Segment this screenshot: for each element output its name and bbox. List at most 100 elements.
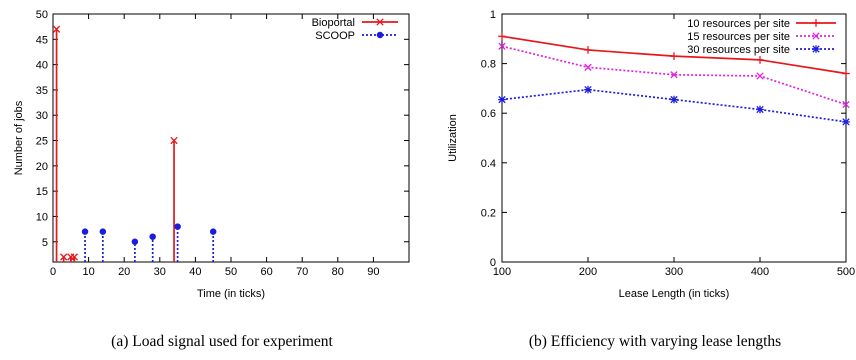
legend-label: 15 resources per site bbox=[687, 31, 790, 43]
marker-stroke bbox=[170, 136, 178, 145]
marker-stroke bbox=[670, 71, 678, 79]
series-bioportal bbox=[52, 25, 178, 262]
x-tick-label: 70 bbox=[296, 266, 308, 278]
x-tick-label: 500 bbox=[837, 266, 855, 278]
data-point bbox=[174, 223, 181, 230]
y-tick-label: 25 bbox=[36, 136, 48, 148]
marker-stroke bbox=[376, 18, 384, 26]
plot-frame bbox=[52, 13, 410, 263]
data-point bbox=[584, 85, 592, 94]
y-tick-label: 0 bbox=[490, 257, 496, 269]
series-line bbox=[498, 85, 850, 126]
y-tick-label: 0.6 bbox=[481, 108, 496, 120]
x-tick-label: 0 bbox=[50, 266, 56, 278]
marker-dot bbox=[376, 31, 384, 39]
y-tick-label: 5 bbox=[42, 237, 48, 249]
data-point bbox=[584, 63, 592, 71]
x-tick-label: 200 bbox=[579, 266, 597, 278]
chart-efficiency: 100 200 300 400 500 0 0.2 0.4 0.6 0.8 1 Lease Lengt… bbox=[447, 9, 855, 300]
data-point bbox=[756, 56, 764, 64]
marker-dot bbox=[209, 228, 217, 235]
marker-stroke bbox=[70, 253, 79, 261]
y-tick-label: 35 bbox=[36, 85, 48, 97]
data-point bbox=[756, 105, 764, 114]
y-tick-label: 10 bbox=[36, 211, 48, 223]
y-tick-label: 1 bbox=[490, 9, 496, 21]
data-point bbox=[498, 95, 506, 104]
data-point bbox=[81, 228, 89, 235]
data-point bbox=[149, 233, 156, 240]
data-point bbox=[498, 32, 506, 41]
marker-stroke bbox=[498, 42, 506, 50]
series-path bbox=[501, 88, 847, 123]
x-axis-label: Lease Length (in ticks) bbox=[619, 288, 730, 300]
x-axis-label: Time (in ticks) bbox=[197, 288, 265, 300]
caption-left: (a) Load signal used for experiment bbox=[111, 333, 333, 350]
marker-stroke bbox=[842, 100, 850, 109]
marker-stroke bbox=[756, 72, 764, 80]
legend-marker bbox=[812, 19, 820, 27]
chart-load-signal: 0 10 20 30 40 50 60 70 80 90 5 10 15 20 25 30 35 40 45 50 Ti… bbox=[13, 9, 410, 300]
data-point bbox=[170, 136, 178, 145]
x-tick-label: 30 bbox=[154, 266, 166, 278]
y-tick-label: 30 bbox=[36, 110, 48, 122]
y-axis-label: Utilization bbox=[447, 114, 459, 162]
y-tick-label: 0.8 bbox=[481, 59, 496, 71]
x-tick-label: 90 bbox=[367, 266, 379, 278]
marker-dot bbox=[131, 238, 139, 246]
data-point bbox=[99, 228, 107, 235]
series-line bbox=[498, 32, 850, 78]
plot-frame bbox=[501, 13, 847, 263]
y-tick-label: 0.4 bbox=[481, 158, 496, 170]
y-tick-label: 45 bbox=[36, 34, 48, 46]
x-tick-label: 400 bbox=[751, 266, 769, 278]
x-tick-label: 300 bbox=[665, 266, 683, 278]
y-tick-label: 15 bbox=[36, 186, 48, 198]
legend-marker bbox=[376, 31, 384, 39]
legend-label: SCOOP bbox=[315, 30, 355, 42]
x-tick-label: 40 bbox=[189, 266, 201, 278]
data-point bbox=[584, 46, 592, 54]
series-line bbox=[498, 42, 850, 109]
y-tick-label: 40 bbox=[36, 60, 48, 72]
marker-dot bbox=[174, 223, 181, 230]
marker-dot bbox=[149, 233, 156, 240]
y-axis-label: Number of jobs bbox=[13, 100, 25, 175]
marker-dot bbox=[99, 228, 107, 235]
data-point bbox=[842, 118, 850, 126]
y-tick-label: 20 bbox=[36, 161, 48, 173]
caption-right: (b) Efficiency with varying lease length… bbox=[528, 333, 782, 350]
data-point bbox=[70, 253, 79, 261]
x-tick-label: 100 bbox=[493, 266, 511, 278]
x-tick-label: 60 bbox=[260, 266, 272, 278]
marker-stroke bbox=[812, 32, 820, 40]
legend-label: Bioportal bbox=[312, 17, 355, 29]
marker-stroke bbox=[52, 25, 61, 33]
data-point bbox=[60, 253, 68, 261]
legend-marker bbox=[812, 32, 820, 40]
data-point bbox=[131, 238, 139, 246]
data-point bbox=[52, 25, 61, 33]
legend-label: 10 resources per site bbox=[687, 18, 790, 30]
data-point bbox=[498, 42, 506, 50]
data-point bbox=[670, 95, 678, 104]
legend-marker bbox=[376, 18, 384, 26]
legend-marker bbox=[812, 45, 820, 53]
x-tick-label: 10 bbox=[82, 266, 94, 278]
x-tick-label: 50 bbox=[225, 266, 237, 278]
data-point bbox=[842, 69, 850, 78]
data-point bbox=[670, 52, 678, 60]
y-tick-label: 50 bbox=[36, 9, 48, 21]
series-scoop bbox=[81, 223, 217, 262]
marker-stroke bbox=[584, 63, 592, 71]
data-point bbox=[209, 228, 217, 235]
x-tick-label: 20 bbox=[118, 266, 130, 278]
data-point bbox=[756, 72, 764, 80]
legend-label: 30 resources per site bbox=[687, 44, 790, 56]
x-tick-label: 80 bbox=[332, 266, 344, 278]
marker-dot bbox=[81, 228, 89, 235]
marker-stroke bbox=[60, 253, 68, 261]
data-point bbox=[842, 100, 850, 109]
y-tick-label: 0.2 bbox=[481, 207, 496, 219]
